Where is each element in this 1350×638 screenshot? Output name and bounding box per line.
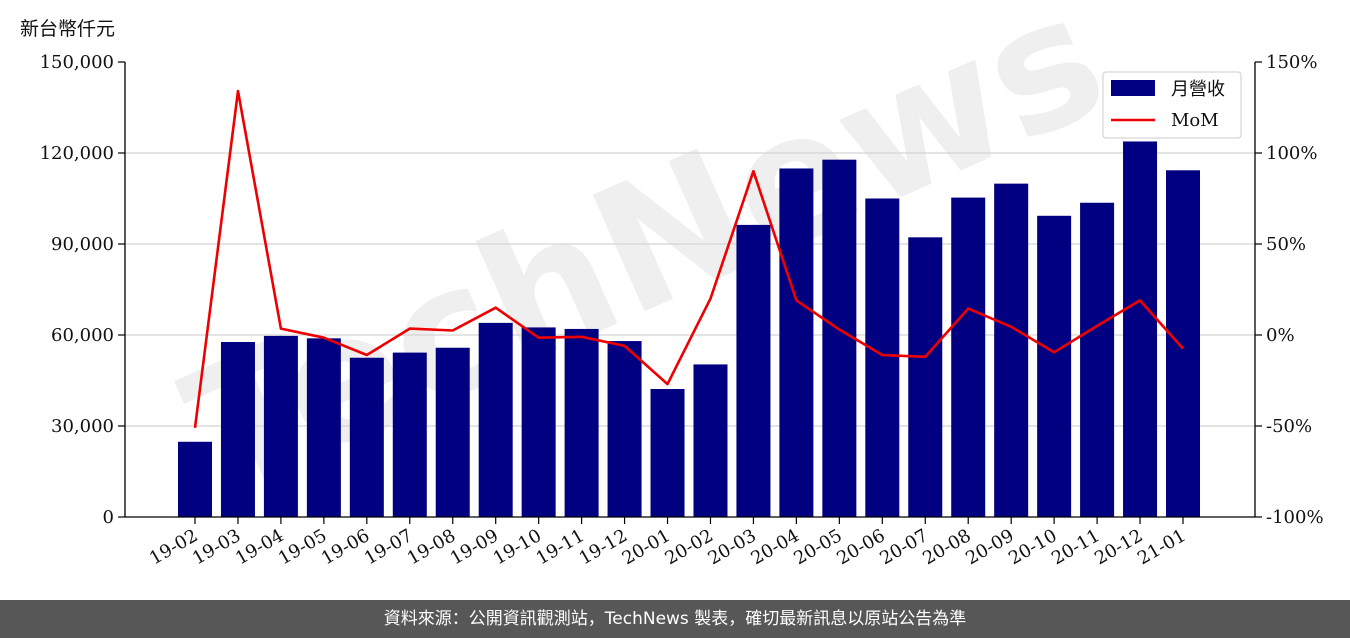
left-tick-label: 60,000: [51, 325, 114, 346]
revenue-bar-20-02: [693, 364, 728, 517]
watermark-text: TechNews: [160, 0, 1132, 536]
revenue-bar-20-03: [736, 224, 771, 517]
x-tick-label: 21-01: [1134, 525, 1189, 569]
x-tick-label: 19-05: [275, 525, 330, 569]
left-tick-label: 0: [103, 507, 114, 528]
revenue-bar-19-09: [478, 322, 513, 517]
revenue-bar-19-05: [306, 338, 341, 517]
revenue-bar-20-06: [865, 198, 900, 517]
x-tick-label: 20-07: [876, 525, 931, 569]
x-tick-label: 20-10: [1005, 525, 1060, 569]
revenue-bar-19-06: [349, 357, 384, 517]
revenue-bar-20-07: [908, 237, 943, 517]
revenue-bar-20-08: [951, 197, 986, 517]
right-tick-label: -50%: [1266, 416, 1312, 437]
x-tick-label: 19-02: [146, 525, 201, 569]
revenue-bar-20-11: [1080, 202, 1115, 517]
left-tick-label: 150,000: [40, 52, 114, 73]
revenue-bar-20-01: [650, 388, 685, 517]
revenue-bar-20-10: [1037, 215, 1072, 518]
revenue-bar-19-02: [178, 441, 212, 517]
mom-line: [193, 89, 1184, 428]
revenue-bar-20-12: [1123, 141, 1158, 517]
revenue-bar-19-12: [607, 341, 642, 517]
x-tick-label: 20-03: [704, 525, 759, 569]
legend-label-revenue: 月營收: [1171, 79, 1225, 100]
x-tick-label: 20-11: [1048, 525, 1103, 569]
legend-label-mom: MoM: [1171, 110, 1219, 131]
legend-bar-swatch: [1111, 80, 1155, 96]
x-tick-label: 19-10: [490, 525, 545, 569]
revenue-bar-19-03: [220, 341, 255, 517]
x-tick-label: 20-01: [619, 525, 674, 569]
right-tick-label: 50%: [1266, 234, 1306, 255]
mom-line-layer: [193, 89, 1184, 428]
legend: 月營收 MoM: [1102, 71, 1242, 139]
revenue-bar-19-08: [435, 347, 470, 517]
right-tick-label: -100%: [1266, 507, 1324, 528]
revenue-bar-20-05: [822, 159, 857, 517]
left-tick-label: 120,000: [40, 143, 114, 164]
revenue-bar-19-04: [263, 335, 298, 517]
source-footer: 資料來源：公開資訊觀測站，TechNews 製表，確切最新訊息以原站公告為準: [0, 600, 1350, 638]
x-tick-label: 20-12: [1091, 525, 1146, 569]
revenue-bar-19-11: [564, 328, 599, 517]
right-tick-label: 100%: [1266, 143, 1317, 164]
x-tick-label: 20-09: [962, 525, 1017, 569]
right-tick-label: 150%: [1266, 52, 1317, 73]
right-tick-label: 0%: [1266, 325, 1295, 346]
x-tick-label: 19-09: [447, 525, 502, 569]
revenue-bar-19-10: [521, 327, 556, 517]
revenue-chart: TechNews 0 30,000 60,000 90,000 120,000 150,0…: [40, 0, 1324, 569]
x-tick-label: 19-08: [404, 525, 459, 569]
x-tick-label: 19-07: [361, 525, 416, 569]
x-tick-label: 20-02: [662, 525, 717, 569]
revenue-bar-21-01: [1166, 170, 1200, 518]
revenue-bar-19-07: [392, 352, 427, 517]
x-tick-label: 19-11: [533, 525, 588, 569]
x-tick-label: 20-08: [919, 525, 974, 569]
revenue-bar-20-09: [994, 183, 1029, 518]
revenue-bars: [178, 141, 1200, 518]
y-axis-unit-label: 新台幣仟元: [20, 18, 116, 40]
x-tick-label: 20-06: [833, 525, 888, 569]
x-tick-label: 19-06: [318, 525, 373, 569]
watermark: TechNews: [160, 0, 1132, 536]
x-tick-label: 20-04: [747, 525, 802, 569]
left-tick-label: 90,000: [51, 234, 114, 255]
x-tick-label: 20-05: [790, 525, 845, 569]
left-tick-label: 30,000: [51, 416, 114, 437]
x-tick-label: 19-03: [189, 525, 244, 569]
revenue-bar-20-04: [779, 168, 814, 517]
x-tick-label: 19-12: [576, 525, 631, 569]
